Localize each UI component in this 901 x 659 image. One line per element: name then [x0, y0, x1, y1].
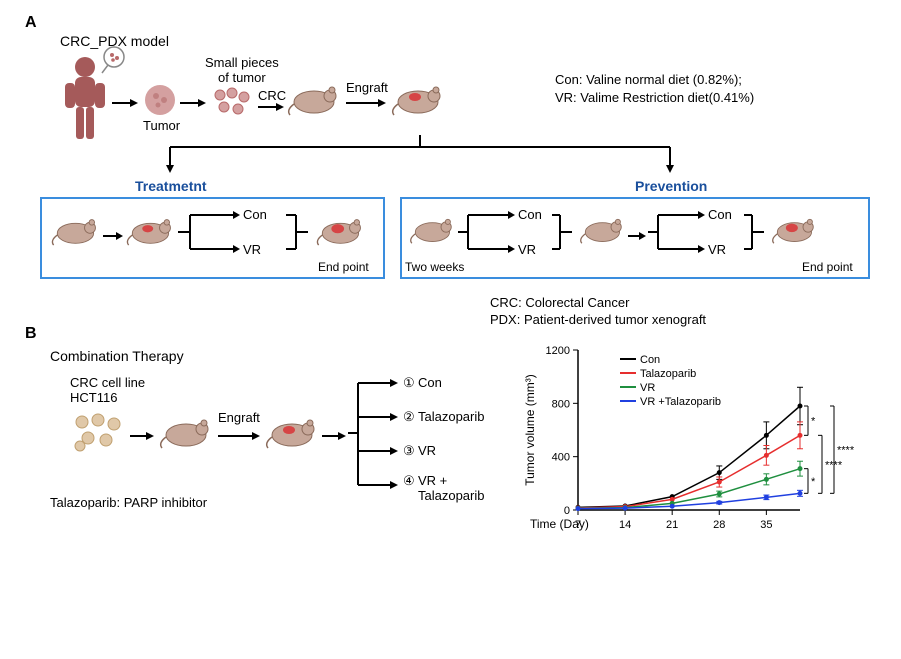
- talazoparib-note: Talazoparib: PARP inhibitor: [50, 495, 207, 510]
- svg-text:14: 14: [619, 519, 631, 531]
- treatment-con: Con: [243, 207, 267, 222]
- prevention-vr: VR: [518, 242, 536, 257]
- svg-text:*: *: [811, 416, 816, 428]
- svg-text:1200: 1200: [546, 345, 570, 357]
- arrow-icon: [628, 228, 646, 246]
- small-pieces-label: Small pieces of tumor: [205, 55, 279, 85]
- prevention-end-vr: VR: [708, 242, 726, 257]
- arm-n1: ①: [403, 375, 415, 391]
- mouse-icon: [158, 415, 213, 455]
- arrow-icon: [130, 428, 154, 446]
- mouse-tumor-icon: [315, 215, 365, 252]
- tumor-chart: 04008001200714212835Tumor volume (mm³)Ti…: [520, 340, 880, 550]
- cells-icon: [70, 410, 125, 460]
- tumor-icon: [142, 82, 178, 123]
- abbrev-pdx: PDX: Patient-derived tumor xenograft: [490, 312, 706, 327]
- arm-4: VR + Talazoparib: [418, 473, 485, 503]
- prevention-end-con: Con: [708, 207, 732, 222]
- bracket-close-icon: [286, 207, 316, 262]
- svg-text:Tumor volume (mm³): Tumor volume (mm³): [523, 374, 537, 486]
- arm-2: Talazoparib: [418, 409, 485, 424]
- bracket-icon: [458, 207, 523, 262]
- arrow-icon: [180, 96, 206, 114]
- panel-b-title: Combination Therapy: [50, 348, 184, 364]
- arm-n4: ④: [403, 473, 415, 489]
- mouse-icon: [286, 82, 341, 122]
- arrow-icon: [322, 428, 346, 446]
- arrow-icon: [258, 100, 284, 118]
- svg-text:35: 35: [760, 519, 772, 531]
- mouse-tumor-icon: [264, 415, 319, 455]
- cell-line-label: CRC cell line HCT116: [70, 375, 145, 405]
- arrow-icon: [112, 96, 138, 114]
- prevention-twoweeks: Two weeks: [405, 260, 464, 274]
- svg-text:VR +Talazoparib: VR +Talazoparib: [640, 396, 721, 408]
- bracket-close-icon: [744, 207, 769, 262]
- svg-text:Con: Con: [640, 354, 660, 366]
- arrow-icon: [103, 228, 123, 246]
- prevention-label: Prevention: [635, 178, 707, 194]
- legend-vr: VR: Valime Restriction diet(0.41%): [555, 90, 754, 105]
- treatment-vr: VR: [243, 242, 261, 257]
- arm-3: VR: [418, 443, 436, 458]
- tumor-label: Tumor: [143, 118, 180, 133]
- svg-text:0: 0: [564, 505, 570, 517]
- mouse-tumor-icon: [390, 82, 445, 122]
- mouse-tumor-icon: [770, 215, 818, 250]
- mouse-icon: [578, 215, 626, 250]
- svg-text:****: ****: [825, 459, 843, 471]
- svg-text:*: *: [811, 476, 816, 488]
- magnifier-icon: [98, 45, 130, 82]
- engraft-label: Engraft: [346, 80, 388, 95]
- branch-arrow-icon: [150, 135, 690, 180]
- svg-text:VR: VR: [640, 382, 655, 394]
- svg-text:400: 400: [552, 452, 570, 464]
- treatment-endpoint: End point: [318, 260, 369, 274]
- arrow-icon: [346, 96, 386, 114]
- svg-text:800: 800: [552, 398, 570, 410]
- bracket-icon: [648, 207, 713, 262]
- abbrev-crc: CRC: Colorectal Cancer: [490, 295, 629, 310]
- mouse-icon: [408, 215, 456, 250]
- svg-text:28: 28: [713, 519, 725, 531]
- prevention-endpoint: End point: [802, 260, 853, 274]
- cells-icon: [210, 85, 255, 125]
- arm-n3: ③: [403, 443, 415, 459]
- four-arm-bracket-icon: [348, 373, 403, 503]
- panel-a-label: A: [25, 14, 37, 32]
- arm-n2: ②: [403, 409, 415, 425]
- arrow-icon: [218, 428, 260, 446]
- engraft-b-label: Engraft: [218, 410, 260, 425]
- treatment-label: Treatmetnt: [135, 178, 207, 194]
- svg-text:Talazoparib: Talazoparib: [640, 368, 696, 380]
- svg-text:Time (Day): Time (Day): [530, 517, 589, 531]
- svg-text:21: 21: [666, 519, 678, 531]
- arm-1: Con: [418, 375, 442, 390]
- svg-text:****: ****: [837, 445, 855, 457]
- bracket-close-icon: [552, 207, 577, 262]
- legend-con: Con: Valine normal diet (0.82%);: [555, 72, 742, 87]
- panel-b-label: B: [25, 325, 37, 343]
- bracket-icon: [178, 207, 248, 262]
- mouse-icon: [50, 215, 100, 252]
- mouse-tumor-icon: [125, 215, 175, 252]
- prevention-con: Con: [518, 207, 542, 222]
